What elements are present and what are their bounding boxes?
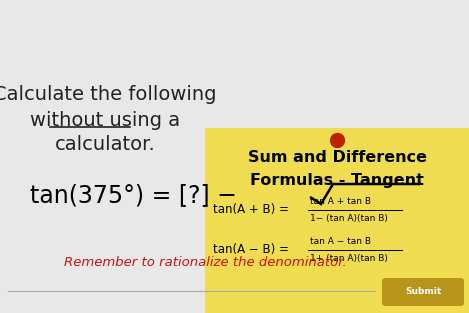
Text: tan(375°) = [?] −: tan(375°) = [?] − xyxy=(30,183,244,207)
Text: 1+ (tan A)(tan B): 1+ (tan A)(tan B) xyxy=(310,254,388,264)
FancyBboxPatch shape xyxy=(205,128,469,313)
Text: tan A + tan B: tan A + tan B xyxy=(310,197,371,206)
Text: Sum and Difference: Sum and Difference xyxy=(248,151,426,166)
Text: tan(A − B) =: tan(A − B) = xyxy=(213,244,289,256)
Text: without using a: without using a xyxy=(30,110,180,130)
Text: tan A − tan B: tan A − tan B xyxy=(310,237,371,245)
Text: Remember to rationalize the denominator.: Remember to rationalize the denominator. xyxy=(64,256,347,269)
Text: Submit: Submit xyxy=(405,288,441,296)
Text: Formulas - Tangent: Formulas - Tangent xyxy=(250,172,424,187)
Text: Calculate the following: Calculate the following xyxy=(0,85,217,105)
Text: tan(A + B) =: tan(A + B) = xyxy=(213,203,289,217)
Text: 1− (tan A)(tan B): 1− (tan A)(tan B) xyxy=(310,214,388,223)
FancyBboxPatch shape xyxy=(382,278,464,306)
Text: calculator.: calculator. xyxy=(54,136,155,155)
